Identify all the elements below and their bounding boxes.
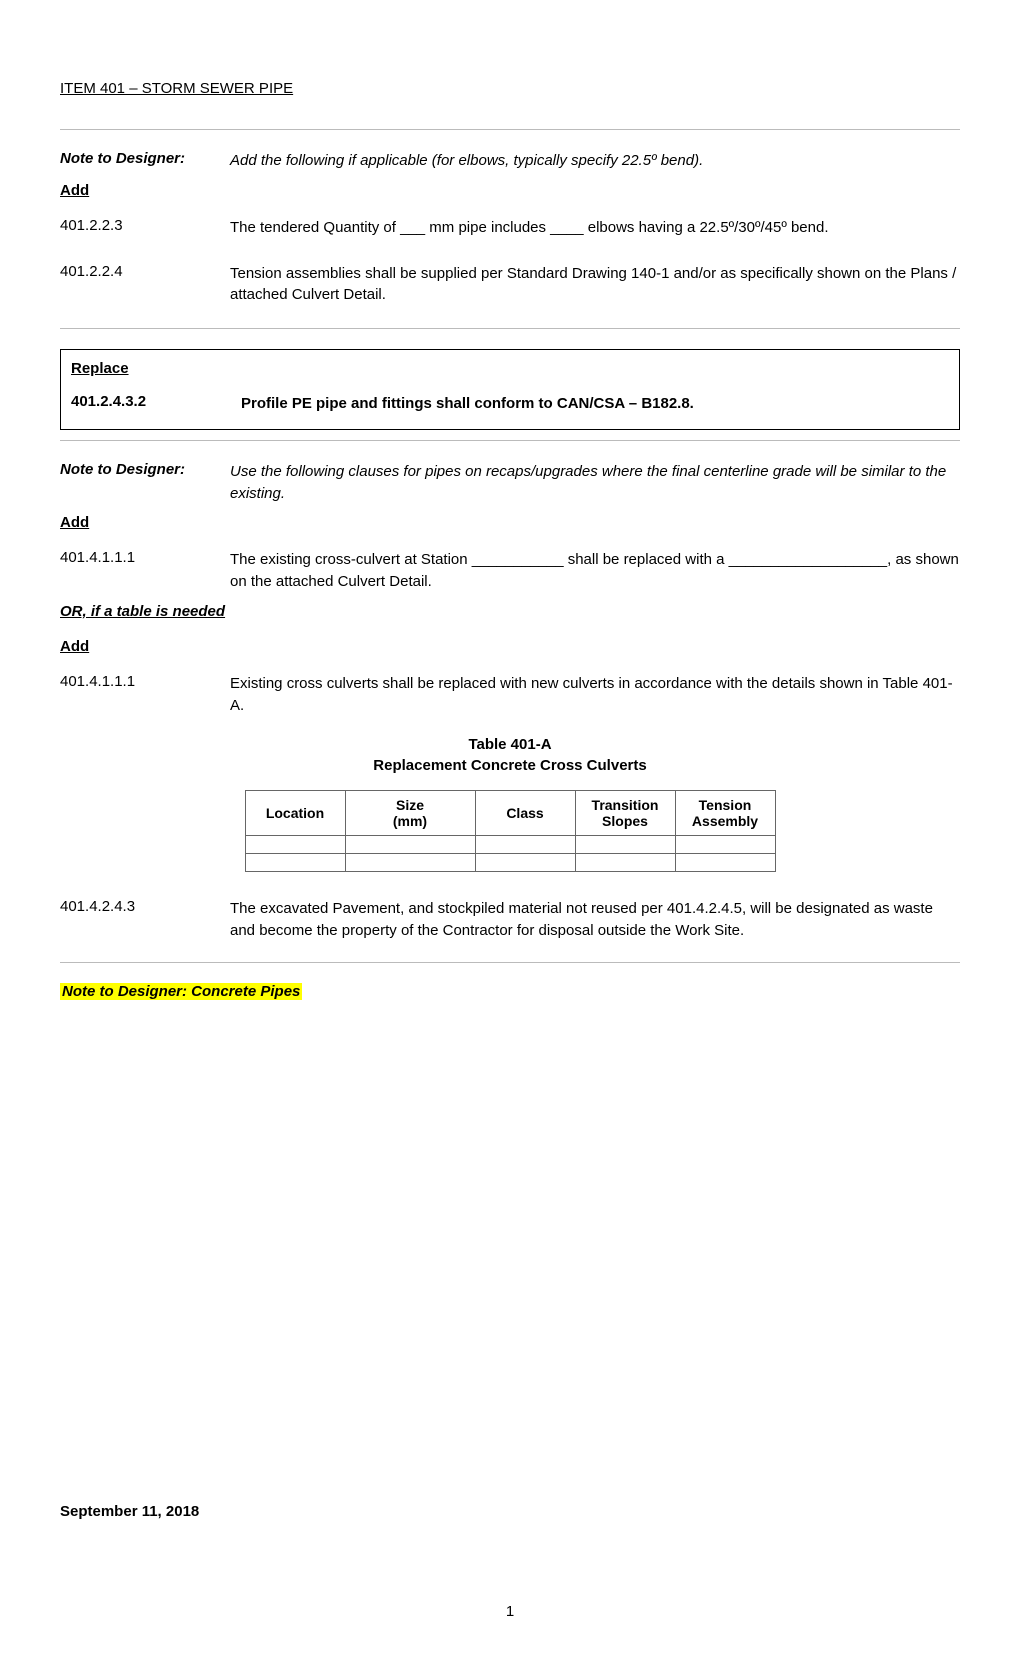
table-row [245,854,775,872]
table-cell [675,836,775,854]
divider [60,440,960,441]
table-cell [245,836,345,854]
add-header-2: Add [60,514,960,531]
table-cell [475,836,575,854]
table-cell [245,854,345,872]
table-cell [575,854,675,872]
clause-401-2-2-3: 401.2.2.3 The tendered Quantity of ___ m… [60,217,960,239]
divider [60,129,960,130]
divider [60,328,960,329]
table-title-line2: Replacement Concrete Cross Culverts [373,757,646,774]
table-header-cell: TransitionSlopes [575,791,675,836]
note-label: Note to Designer: [60,150,230,172]
note-to-designer-1: Note to Designer: Add the following if a… [60,150,960,172]
page-number: 1 [0,1603,1020,1620]
table-header-cell: Location [245,791,345,836]
clause-text: The tendered Quantity of ___ mm pipe inc… [230,217,960,239]
note-to-designer-3: Note to Designer: Concrete Pipes [60,983,960,1000]
or-header: OR, if a table is needed [60,603,960,620]
add-header-3: Add [60,638,960,655]
table-header-cell: Size(mm) [345,791,475,836]
table-401-a-wrap: LocationSize(mm)ClassTransitionSlopesTen… [60,790,960,872]
clause-number: 401.2.2.3 [60,217,230,239]
table-title-line1: Table 401-A [468,736,551,753]
clause-number: 401.4.1.1.1 [60,673,230,717]
clause-number: 401.2.4.3.2 [71,393,241,415]
table-header-cell: TensionAssembly [675,791,775,836]
clause-401-4-1-1-1-b: 401.4.1.1.1 Existing cross culverts shal… [60,673,960,717]
page-title: ITEM 401 – STORM SEWER PIPE [60,80,960,97]
clause-text: The excavated Pavement, and stockpiled m… [230,898,960,942]
note-text: Use the following clauses for pipes on r… [230,461,960,505]
table-401-a: LocationSize(mm)ClassTransitionSlopesTen… [245,790,776,872]
table-row [245,836,775,854]
clause-number: 401.4.1.1.1 [60,549,230,593]
clause-401-2-2-4: 401.2.2.4 Tension assemblies shall be su… [60,263,960,307]
table-header-row: LocationSize(mm)ClassTransitionSlopesTen… [245,791,775,836]
note-label: Note to Designer: [60,461,230,505]
table-title: Table 401-A Replacement Concrete Cross C… [60,734,960,776]
clause-text: The existing cross-culvert at Station __… [230,549,960,593]
add-header-1: Add [60,182,960,199]
clause-number: 401.2.2.4 [60,263,230,307]
table-cell [575,836,675,854]
table-cell [675,854,775,872]
table-cell [475,854,575,872]
divider [60,962,960,963]
clause-text: Existing cross culverts shall be replace… [230,673,960,717]
clause-401-4-1-1-1-a: 401.4.1.1.1 The existing cross-culvert a… [60,549,960,593]
table-cell [345,836,475,854]
clause-text: Profile PE pipe and fittings shall confo… [241,393,949,415]
clause-text: Tension assemblies shall be supplied per… [230,263,960,307]
clause-401-2-4-3-2: 401.2.4.3.2 Profile PE pipe and fittings… [71,393,949,415]
replace-header: Replace [71,360,949,377]
footer-date: September 11, 2018 [60,1503,199,1520]
note-to-designer-2: Note to Designer: Use the following clau… [60,461,960,505]
replace-box: Replace 401.2.4.3.2 Profile PE pipe and … [60,349,960,430]
note-text: Add the following if applicable (for elb… [230,150,960,172]
clause-401-4-2-4-3: 401.4.2.4.3 The excavated Pavement, and … [60,898,960,942]
table-cell [345,854,475,872]
table-header-cell: Class [475,791,575,836]
clause-number: 401.4.2.4.3 [60,898,230,942]
note-label-highlighted: Note to Designer: Concrete Pipes [60,983,302,1000]
